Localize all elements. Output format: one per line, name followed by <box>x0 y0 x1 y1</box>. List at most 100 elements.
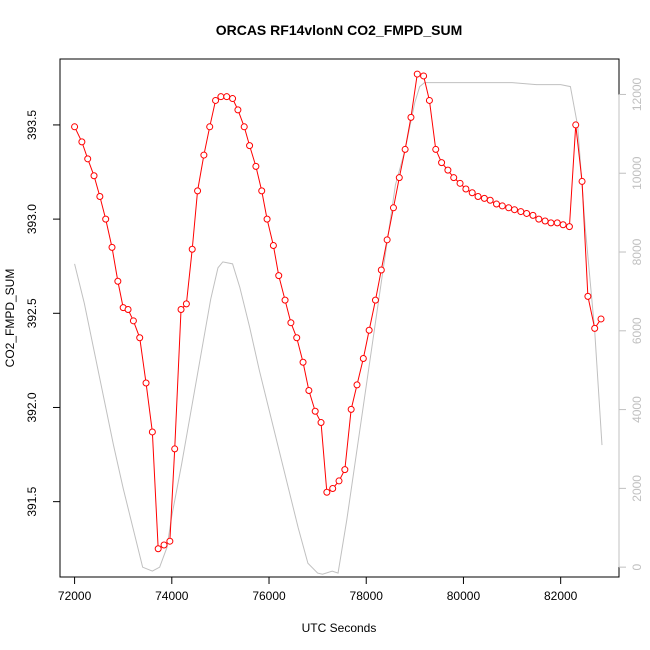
data-point <box>425 96 433 104</box>
data-point <box>311 407 319 415</box>
data-point <box>182 300 190 308</box>
data-point <box>129 317 137 325</box>
data-point <box>108 243 116 251</box>
data-point <box>401 145 409 153</box>
data-point <box>240 123 248 131</box>
data-point <box>365 326 373 334</box>
y2-tick-label: 4000 <box>630 396 644 423</box>
data-point <box>287 319 295 327</box>
data-point <box>450 174 458 182</box>
data-point <box>347 405 355 413</box>
data-point <box>317 419 325 427</box>
data-point <box>234 106 242 114</box>
data-point <box>480 194 488 202</box>
data-point <box>413 70 421 78</box>
data-point <box>96 193 104 201</box>
data-point <box>188 245 196 253</box>
data-point <box>547 219 555 227</box>
data-point <box>275 272 283 280</box>
data-point <box>517 208 525 216</box>
data-point <box>166 537 174 545</box>
x-tick-label: 72000 <box>58 589 92 603</box>
data-point <box>200 151 208 159</box>
data-point <box>597 315 605 323</box>
data-point <box>71 123 79 131</box>
x-tick-label: 74000 <box>155 589 189 603</box>
data-point <box>432 145 440 153</box>
data-point <box>377 266 385 274</box>
x-tick-label: 82000 <box>544 589 578 603</box>
data-point <box>223 93 231 101</box>
y-axis-label: CO2_FMPD_SUM <box>3 269 17 368</box>
data-point <box>177 306 185 314</box>
y2-tick-label: 0 <box>630 563 644 570</box>
x-tick-label: 78000 <box>350 589 384 603</box>
data-point <box>148 428 156 436</box>
data-point <box>529 211 537 219</box>
data-point <box>252 162 260 170</box>
x-tick-label: 80000 <box>447 589 481 603</box>
data-point <box>160 541 168 549</box>
data-point <box>389 204 397 212</box>
x-axis-label: UTC Seconds <box>302 621 377 635</box>
data-point <box>142 379 150 387</box>
data-point <box>541 217 549 225</box>
data-point <box>591 324 599 332</box>
y2-tick-label: 12000 <box>630 77 644 111</box>
data-point <box>498 202 506 210</box>
data-point <box>468 189 476 197</box>
data-point <box>171 445 179 453</box>
data-point <box>559 221 567 229</box>
data-point <box>194 187 202 195</box>
data-point <box>565 223 573 231</box>
data-point <box>395 174 403 182</box>
data-point <box>258 187 266 195</box>
y2-tick-label: 10000 <box>630 156 644 190</box>
secondary-series <box>74 82 603 575</box>
y-tick-label: 393.5 <box>25 110 39 140</box>
data-point <box>371 296 379 304</box>
chart-title: ORCAS RF14vlonN CO2_FMPD_SUM <box>216 22 463 38</box>
primary-series <box>71 70 605 553</box>
data-point <box>353 381 361 389</box>
data-point <box>84 155 92 163</box>
data-point <box>572 121 580 129</box>
data-point <box>407 113 415 121</box>
data-point <box>212 96 220 104</box>
data-point <box>486 196 494 204</box>
data-point <box>136 334 144 342</box>
data-point <box>293 334 301 342</box>
data-point <box>462 185 470 193</box>
data-point <box>329 484 337 492</box>
y-tick-label: 392.5 <box>25 298 39 328</box>
data-point <box>114 277 122 285</box>
y-tick-label: 391.5 <box>25 486 39 516</box>
data-point <box>420 72 428 80</box>
y-tick-label: 392.0 <box>25 392 39 422</box>
data-point <box>124 306 132 314</box>
data-point <box>102 215 110 223</box>
data-point <box>154 545 162 553</box>
y2-tick-label: 6000 <box>630 317 644 344</box>
data-point <box>523 209 531 217</box>
data-point <box>335 477 343 485</box>
data-point <box>263 215 271 223</box>
y2-tick-label: 2000 <box>630 475 644 502</box>
data-point <box>578 177 586 185</box>
data-point <box>323 488 331 496</box>
data-point <box>505 204 513 212</box>
data-point <box>584 292 592 300</box>
data-point <box>305 387 313 395</box>
y2-tick-label: 8000 <box>630 238 644 265</box>
data-point <box>444 166 452 174</box>
data-point <box>217 93 225 101</box>
y-tick-label: 393.0 <box>25 204 39 234</box>
y-axis: 391.5 392.0 392.5 393.0 393.5 <box>25 110 61 517</box>
y2-axis: 0 2000 4000 6000 8000 10000 12000 <box>618 77 644 570</box>
data-point <box>299 358 307 366</box>
data-point <box>553 219 561 227</box>
data-point <box>78 138 86 146</box>
data-point <box>383 236 391 244</box>
